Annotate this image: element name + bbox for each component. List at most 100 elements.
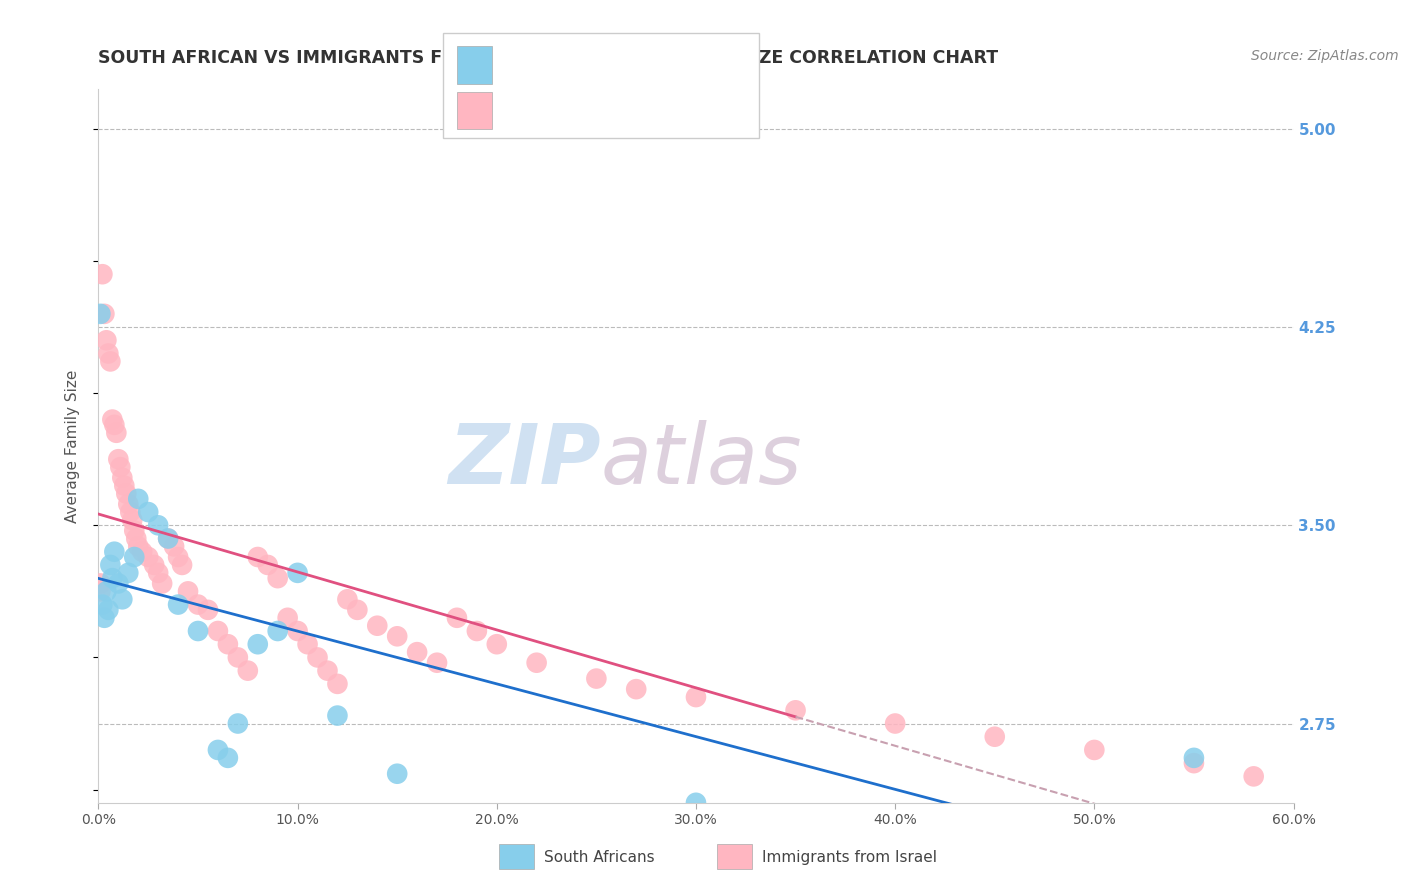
Point: [785, 703, 807, 717]
Point: [256, 558, 278, 572]
Point: [485, 637, 508, 651]
Point: [246, 549, 269, 564]
Point: [107, 452, 129, 467]
Text: N =: N =: [605, 103, 651, 118]
Point: [111, 592, 134, 607]
Text: -0.124: -0.124: [546, 58, 603, 72]
Point: [136, 549, 159, 564]
Point: [385, 766, 409, 780]
Point: [127, 491, 149, 506]
Point: [105, 425, 128, 440]
Point: [884, 716, 907, 731]
Text: R =: R =: [503, 103, 538, 118]
Point: [246, 637, 269, 651]
Point: [103, 417, 125, 432]
Point: [93, 611, 115, 625]
Point: [112, 478, 135, 492]
Point: [336, 592, 359, 607]
Point: [110, 460, 132, 475]
Text: ZIP: ZIP: [447, 420, 600, 500]
Text: Source: ZipAtlas.com: Source: ZipAtlas.com: [1251, 49, 1399, 63]
Point: [277, 611, 299, 625]
Point: [267, 624, 290, 638]
Point: [89, 584, 111, 599]
Point: [89, 307, 111, 321]
Text: R =: R =: [503, 58, 538, 72]
Point: [117, 566, 139, 580]
Point: [326, 708, 349, 723]
Point: [115, 486, 138, 500]
Point: [163, 540, 186, 554]
Point: [326, 677, 349, 691]
Point: [187, 624, 209, 638]
Point: [685, 796, 707, 810]
Point: [236, 664, 259, 678]
Point: [167, 598, 190, 612]
Point: [585, 672, 607, 686]
Point: [307, 650, 329, 665]
Point: [117, 497, 139, 511]
Point: [465, 624, 488, 638]
Point: [91, 598, 114, 612]
Point: [207, 743, 229, 757]
Point: [100, 558, 122, 572]
Point: [446, 611, 468, 625]
Point: [287, 566, 309, 580]
Point: [172, 558, 194, 572]
Point: [217, 751, 239, 765]
Point: [167, 549, 190, 564]
Point: [131, 545, 153, 559]
Point: [316, 664, 339, 678]
Point: [426, 656, 449, 670]
Text: Immigrants from Israel: Immigrants from Israel: [762, 850, 936, 864]
Point: [526, 656, 548, 670]
Point: [150, 576, 173, 591]
Point: [124, 524, 146, 538]
Point: [93, 307, 115, 321]
Point: [121, 513, 143, 527]
Point: [136, 505, 159, 519]
Point: [385, 629, 409, 643]
Text: -0.196: -0.196: [546, 103, 603, 118]
Point: [125, 532, 148, 546]
Point: [124, 549, 146, 564]
Point: [101, 571, 124, 585]
Text: atlas: atlas: [600, 420, 801, 500]
Point: [207, 624, 229, 638]
Point: [148, 566, 170, 580]
Point: [157, 532, 180, 546]
Point: [148, 518, 170, 533]
Point: [406, 645, 429, 659]
Point: [984, 730, 1007, 744]
Point: [89, 576, 111, 591]
Point: [287, 624, 309, 638]
Point: [187, 598, 209, 612]
Point: [226, 650, 249, 665]
Point: [346, 603, 368, 617]
Text: 28: 28: [651, 58, 673, 72]
Point: [97, 603, 120, 617]
Point: [103, 545, 125, 559]
Point: [267, 571, 290, 585]
Text: 65: 65: [651, 103, 673, 118]
Point: [96, 333, 118, 347]
Point: [177, 584, 200, 599]
Point: [143, 558, 166, 572]
Point: [107, 576, 129, 591]
Point: [217, 637, 239, 651]
Point: [1083, 743, 1105, 757]
Point: [127, 540, 149, 554]
Point: [100, 354, 122, 368]
Point: [96, 584, 118, 599]
Text: SOUTH AFRICAN VS IMMIGRANTS FROM ISRAEL AVERAGE FAMILY SIZE CORRELATION CHART: SOUTH AFRICAN VS IMMIGRANTS FROM ISRAEL …: [98, 49, 998, 67]
Text: N =: N =: [605, 58, 651, 72]
Point: [366, 618, 388, 632]
Point: [97, 346, 120, 360]
Point: [101, 412, 124, 426]
Point: [197, 603, 219, 617]
Point: [1182, 751, 1205, 765]
Point: [226, 716, 249, 731]
Y-axis label: Average Family Size: Average Family Size: [65, 369, 80, 523]
Point: [1182, 756, 1205, 771]
Point: [120, 505, 142, 519]
